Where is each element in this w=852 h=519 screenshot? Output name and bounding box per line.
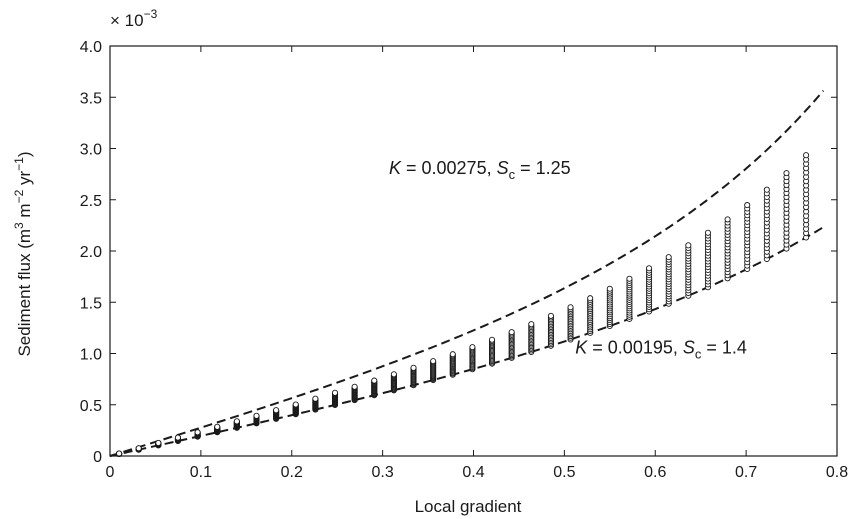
x-tick-label: 0.3 xyxy=(372,464,394,481)
x-tick-label: 0.1 xyxy=(190,464,212,481)
data-point xyxy=(665,254,672,261)
x-axis-label: Local gradient xyxy=(415,497,522,516)
x-tick-label: 0.5 xyxy=(553,464,575,481)
bound-curves xyxy=(109,89,825,457)
x-tick-label: 0.2 xyxy=(281,464,303,481)
data-point xyxy=(803,152,810,159)
data-point xyxy=(763,186,770,193)
data-point xyxy=(469,344,476,351)
y-tick-label: 1.0 xyxy=(80,347,102,364)
y-tick-label: 0 xyxy=(93,449,102,466)
data-point xyxy=(704,229,712,236)
data-point xyxy=(488,336,496,343)
x-tick-label: 0.6 xyxy=(644,464,666,481)
data-point xyxy=(390,371,397,378)
data-point xyxy=(783,170,790,177)
data-point xyxy=(312,395,319,402)
y-tick-label: 2.5 xyxy=(80,193,102,210)
x-tick-label: 0.8 xyxy=(826,464,848,481)
data-point xyxy=(155,439,162,446)
data-point xyxy=(685,242,692,249)
data-point xyxy=(430,358,437,365)
x-tick-label: 0.4 xyxy=(462,464,484,481)
data-point xyxy=(606,285,613,292)
data-point xyxy=(214,423,221,430)
data-point xyxy=(174,434,182,441)
y-tick-label: 1.5 xyxy=(80,295,102,312)
annotation-lower-curve: K = 0.00195, Sc = 1.4 xyxy=(575,338,747,362)
upper-bound-curve xyxy=(109,89,825,457)
data-point xyxy=(253,412,260,419)
y-axis-label: Sediment flux (m3 m−2 yr−1) xyxy=(12,151,34,356)
data-point xyxy=(351,383,358,390)
y-axis-multiplier: × 10−3 xyxy=(110,7,158,30)
data-point xyxy=(116,450,123,457)
y-tick-label: 3.0 xyxy=(80,142,102,159)
data-point xyxy=(331,389,339,396)
data-point xyxy=(292,401,299,408)
y-tick-label: 2.0 xyxy=(80,244,102,261)
data-point xyxy=(410,364,417,371)
data-point xyxy=(273,407,280,414)
data-point xyxy=(233,418,240,425)
data-point xyxy=(587,295,594,302)
y-tick-label: 3.5 xyxy=(80,90,102,107)
y-axis-multiplier-exponent: −3 xyxy=(144,7,158,21)
data-point xyxy=(528,321,535,328)
x-tick-label: 0 xyxy=(106,464,115,481)
data-point xyxy=(508,329,515,336)
data-points xyxy=(116,152,810,458)
data-point xyxy=(626,275,633,282)
y-tick-label: 4.0 xyxy=(80,39,102,56)
data-point xyxy=(371,377,378,384)
data-point xyxy=(194,429,201,436)
data-point xyxy=(547,312,554,319)
y-tick-label: 0.5 xyxy=(80,398,102,415)
data-point xyxy=(567,304,574,311)
axes: 0 0.1 0.2 0.3 0.4 0.5 0.6 0.7 0.8 0 0.5 1.0 1.5 2.0 2.… xyxy=(80,39,848,481)
x-tick-label: 0.7 xyxy=(735,464,757,481)
data-point xyxy=(135,445,142,452)
lower-bound-curve xyxy=(109,226,824,457)
data-point xyxy=(744,202,751,209)
data-point xyxy=(646,265,653,272)
annotation-upper-curve: K = 0.00275, Sc = 1.25 xyxy=(389,158,571,182)
data-point xyxy=(449,351,456,358)
data-point xyxy=(724,216,731,223)
